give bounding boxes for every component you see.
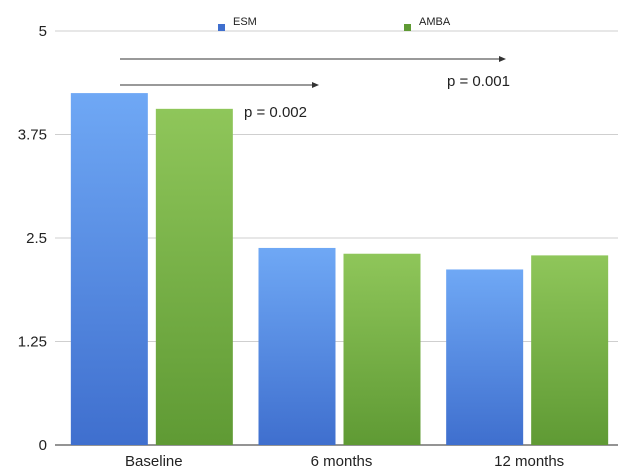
x-category-label: 12 months	[494, 453, 564, 469]
bar-esm-12-months	[446, 269, 524, 445]
significance-annotations: p = 0.002 p = 0.001	[120, 56, 510, 121]
y-tick-label: 2.5	[26, 230, 47, 247]
y-axis-ticks: 0 1.25 2.5 3.75 5	[18, 23, 47, 454]
bar-esm-6-months	[258, 247, 336, 445]
legend-label-amba: AMBA	[419, 16, 451, 28]
gridlines	[55, 30, 618, 446]
bar-amba-baseline	[155, 108, 233, 445]
y-tick-label: 1.25	[18, 334, 47, 351]
y-tick-label: 0	[39, 437, 47, 454]
legend-swatch-esm	[218, 24, 225, 31]
p-value-label: p = 0.001	[447, 73, 510, 90]
bar-amba-12-months	[531, 255, 609, 445]
bar-amba-6-months	[343, 253, 421, 445]
p-value-label: p = 0.002	[244, 104, 307, 121]
legend: ESM AMBA	[218, 16, 451, 31]
y-tick-label: 3.75	[18, 127, 47, 144]
bar-esm-baseline	[70, 93, 148, 445]
x-category-label: 6 months	[311, 453, 373, 469]
x-category-label: Baseline	[125, 453, 183, 469]
x-axis-categories: Baseline 6 months 12 months	[125, 453, 564, 469]
legend-label-esm: ESM	[233, 16, 257, 28]
legend-swatch-amba	[404, 24, 411, 31]
bars	[70, 93, 609, 445]
y-tick-label: 5	[39, 23, 47, 40]
